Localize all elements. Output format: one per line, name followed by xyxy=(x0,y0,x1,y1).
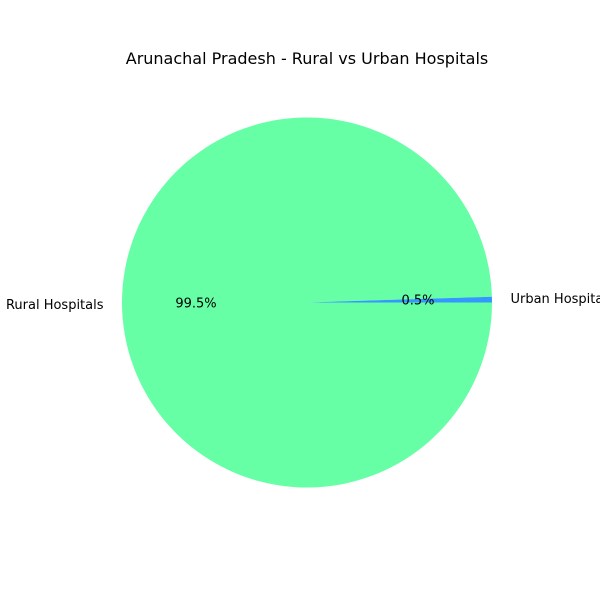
pie-slice-percent-label: 99.5% xyxy=(175,297,216,312)
pie-slice-urban-hospitals xyxy=(307,296,492,303)
pie-slice-category-label: Urban Hospitals xyxy=(510,292,600,307)
pie-slice-rural-hospitals xyxy=(122,117,492,488)
pie-slice-percent-label: 0.5% xyxy=(401,293,434,308)
chart-title: Arunachal Pradesh - Rural vs Urban Hospi… xyxy=(126,49,489,68)
pie-slices xyxy=(122,117,492,488)
pie-slice-category-label: Rural Hospitals xyxy=(6,298,104,313)
pie-labels: 99.5% Rural Hospitals 0.5% Urban Hospitals xyxy=(6,292,600,313)
